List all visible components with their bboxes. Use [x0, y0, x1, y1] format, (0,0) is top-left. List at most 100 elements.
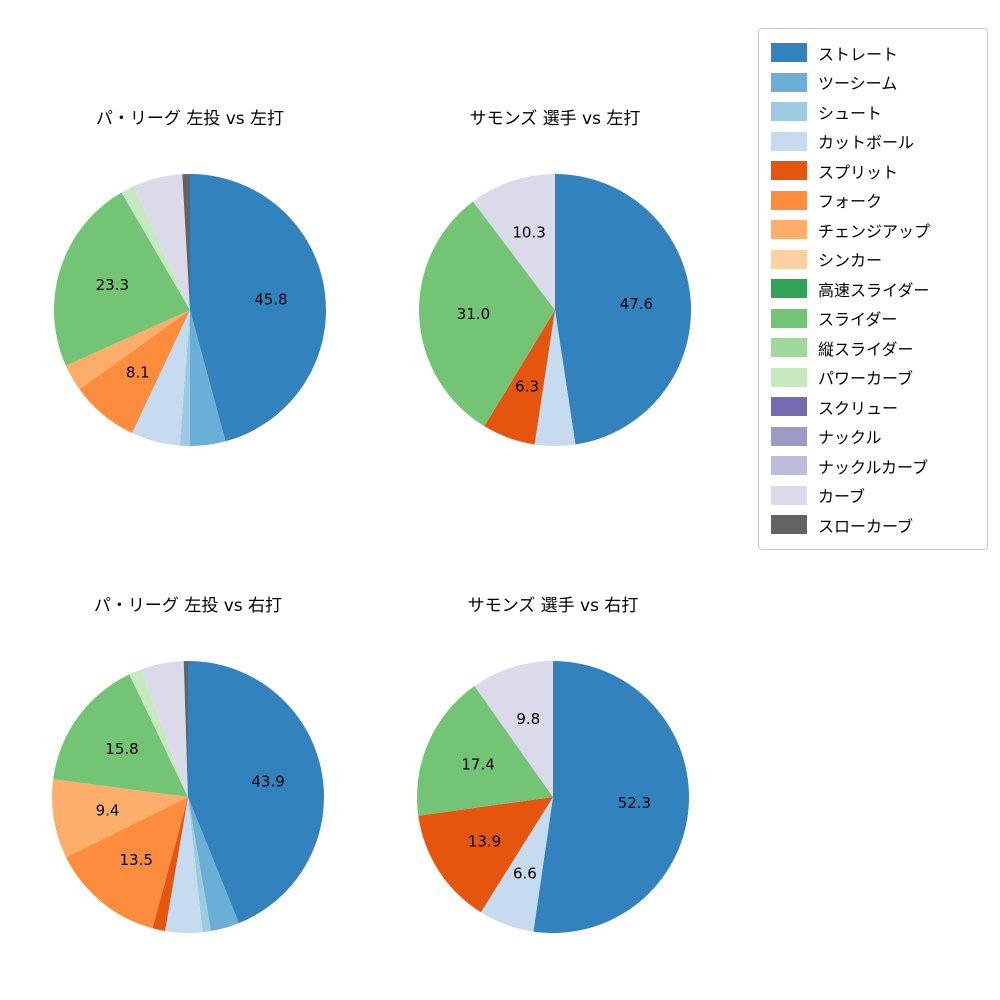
legend-item: ナックル [771, 422, 975, 452]
legend-label: シンカー [818, 251, 883, 271]
legend-item: スクリュー [771, 392, 975, 422]
legend-label: シュート [818, 103, 883, 123]
legend-label: スクリュー [818, 398, 899, 418]
legend-label: カットボール [818, 133, 915, 153]
pie-slice [190, 310, 226, 446]
legend-label: フォーク [818, 192, 883, 212]
legend-label: チェンジアップ [818, 221, 931, 241]
pie-slice [79, 310, 190, 434]
pie-slice [133, 174, 190, 310]
pie-slice [190, 174, 326, 442]
legend-item: シュート [771, 97, 975, 127]
legend-item: ツーシーム [771, 68, 975, 98]
chart-summons-vs-right: サモンズ 選手 vs 右打 52.3 6.6 13.9 17.4 9.8 [403, 587, 703, 937]
legend-item: 高速スライダー [771, 274, 975, 304]
chart-summons-vs-left: サモンズ 選手 vs 左打 47.6 6.3 31.0 10.3 [405, 100, 705, 450]
legend-label: ツーシーム [818, 74, 898, 94]
legend-swatch [771, 515, 807, 535]
legend-label: 高速スライダー [818, 280, 930, 300]
legend-swatch [771, 72, 807, 92]
pie-slice [129, 669, 188, 797]
pie-slice [418, 797, 553, 913]
legend-label: スプリット [818, 162, 899, 182]
pie-value-label: 31.0 [457, 305, 490, 323]
chart-pa-league-vs-right: パ・リーグ 左投 vs 右打 43.9 13.5 9.4 15.8 [38, 587, 338, 937]
pie-value-label: 23.3 [96, 276, 129, 294]
pie-value-label: 9.4 [96, 801, 120, 819]
legend-label: スライダー [818, 310, 898, 330]
legend-swatch [771, 43, 807, 63]
legend-swatch [771, 131, 807, 151]
pie-slice [484, 310, 555, 445]
pie-slice [132, 310, 190, 446]
legend-swatch [771, 249, 807, 269]
pie-slice [51, 779, 188, 858]
chart-title: パ・リーグ 左投 vs 右打 [93, 596, 283, 616]
pie-slice [53, 192, 190, 366]
pie-slice [179, 310, 190, 446]
pie-slice [66, 797, 188, 929]
legend-label: パワーカーブ [818, 369, 914, 389]
legend-swatch [771, 338, 807, 358]
legend-item: パワーカーブ [771, 363, 975, 393]
pie-slice [65, 310, 190, 390]
pie-value-label: 6.6 [513, 865, 537, 883]
legend-label: ナックル [818, 428, 882, 448]
chart-title: パ・リーグ 左投 vs 左打 [95, 109, 285, 129]
legend-label: 縦スライダー [818, 339, 914, 359]
legend-swatch [771, 485, 807, 505]
legend-swatch [771, 161, 807, 181]
legend-item: カーブ [771, 481, 975, 511]
legend-swatch [771, 426, 807, 446]
legend: ストレート ツーシーム シュート カットボール スプリット フォーク チェンジア… [758, 28, 988, 550]
chart-pa-league-vs-left: パ・リーグ 左投 vs 左打 45.8 8.1 23.3 [40, 100, 340, 450]
pie-slice [480, 797, 553, 932]
pie-slice [182, 174, 190, 310]
pie-slice [152, 797, 188, 932]
pie-value-label: 9.8 [516, 710, 540, 728]
legend-label: カーブ [818, 487, 866, 507]
legend-label: スローカーブ [818, 516, 914, 536]
pie-chart-pa-league-vs-left: 45.8 8.1 23.3 [53, 174, 326, 446]
pie-slice [121, 186, 190, 310]
pie-value-label: 52.3 [618, 794, 651, 812]
legend-swatch [771, 102, 807, 122]
pie-slice [183, 661, 188, 797]
pie-slice [188, 797, 239, 932]
pie-value-label: 13.9 [468, 832, 501, 850]
legend-swatch [771, 397, 807, 417]
legend-swatch [771, 367, 807, 387]
pie-slice [188, 661, 324, 924]
legend-item: スローカーブ [771, 510, 975, 540]
pie-value-label: 43.9 [251, 773, 284, 791]
pie-slice [165, 797, 203, 933]
pie-value-label: 8.1 [126, 364, 150, 382]
pie-value-label: 45.8 [254, 290, 287, 308]
pie-slice [555, 174, 692, 445]
legend-item: フォーク [771, 186, 975, 216]
legend-item: シンカー [771, 245, 975, 275]
pie-value-label: 10.3 [512, 224, 545, 242]
pie-slice [188, 797, 211, 933]
pie-slice [417, 685, 553, 816]
pie-slice [474, 661, 553, 797]
legend-item: スライダー [771, 304, 975, 334]
pie-chart-summons-vs-right: 52.3 6.6 13.9 17.4 9.8 [417, 661, 690, 933]
legend-label: ナックルカーブ [818, 457, 929, 477]
legend-swatch [771, 220, 807, 240]
pie-value-label: 47.6 [620, 295, 653, 313]
pie-chart-pa-league-vs-right: 43.9 13.5 9.4 15.8 [51, 661, 324, 933]
legend-item: スプリット [771, 156, 975, 186]
legend-item: カットボール [771, 127, 975, 157]
legend-swatch [771, 279, 807, 299]
pie-slice [53, 674, 189, 797]
pie-slice [533, 661, 690, 933]
pie-slice [418, 201, 555, 427]
pie-slice [534, 310, 576, 447]
pie-value-label: 6.3 [515, 378, 539, 396]
pie-value-label: 13.5 [119, 851, 152, 869]
pie-slice [473, 174, 555, 310]
legend-item: ストレート [771, 38, 975, 68]
legend-item: ナックルカーブ [771, 451, 975, 481]
pie-slice [141, 661, 188, 797]
